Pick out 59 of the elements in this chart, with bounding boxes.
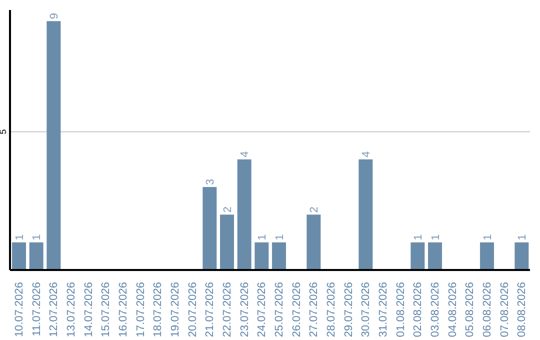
x-tick-label: 28.07.2026 bbox=[326, 282, 338, 338]
x-tick-label: 02.08.2026 bbox=[412, 282, 424, 338]
x-tick-label: 13.07.2026 bbox=[66, 282, 78, 338]
x-tick-label: 01.08.2026 bbox=[394, 282, 407, 338]
data-label: 1 bbox=[14, 234, 26, 240]
x-tick-label: 10.07.2026 bbox=[14, 282, 26, 338]
bar bbox=[428, 242, 442, 270]
bar bbox=[410, 242, 425, 270]
y-tick-label: 5 bbox=[0, 129, 8, 134]
data-label: 1 bbox=[274, 234, 286, 240]
x-tick-label: 06.08.2026 bbox=[482, 282, 494, 338]
data-label: 1 bbox=[482, 234, 494, 240]
x-tick-label: 12.07.2026 bbox=[48, 282, 60, 338]
bar bbox=[272, 242, 286, 270]
bar bbox=[480, 242, 494, 270]
bar bbox=[46, 21, 61, 270]
x-tick-label: 14.07.2026 bbox=[82, 282, 95, 338]
x-tick-label: 27.07.2026 bbox=[308, 282, 320, 338]
x-tick-label: 05.08.2026 bbox=[464, 282, 476, 338]
bar bbox=[358, 159, 373, 270]
x-tick-label: 11.07.2026 bbox=[30, 282, 43, 336]
x-tick-label: 17.07.2026 bbox=[134, 282, 147, 338]
x-tick-label: 16.07.2026 bbox=[118, 282, 130, 338]
data-label: 1 bbox=[31, 234, 44, 240]
bar bbox=[306, 214, 321, 270]
x-tick-label: 22.07.2026 bbox=[222, 282, 234, 338]
bar bbox=[514, 242, 529, 270]
x-tick-label: 26.07.2026 bbox=[290, 282, 303, 338]
data-label: 2 bbox=[308, 206, 321, 213]
data-label: 1 bbox=[256, 234, 269, 240]
x-tick-label: 03.08.2026 bbox=[430, 282, 442, 338]
bar bbox=[254, 242, 269, 270]
x-tick-label: 08.08.2026 bbox=[516, 282, 528, 338]
bar bbox=[202, 187, 217, 270]
x-tick-label: 25.07.2026 bbox=[274, 282, 286, 338]
data-label: 9 bbox=[48, 12, 61, 20]
data-label: 4 bbox=[239, 151, 252, 158]
x-tick-label: 18.07.2026 bbox=[152, 282, 164, 338]
data-label: 2 bbox=[222, 206, 234, 213]
bar bbox=[220, 214, 234, 270]
x-tick-label: 04.08.2026 bbox=[446, 282, 459, 338]
x-tick-label: 31.07.2026 bbox=[378, 282, 390, 338]
x-tick-label: 29.07.2026 bbox=[342, 282, 355, 338]
data-label: 1 bbox=[430, 234, 442, 240]
data-label: 3 bbox=[204, 178, 217, 186]
x-tick-label: 23.07.2026 bbox=[238, 282, 251, 338]
bar bbox=[237, 159, 252, 270]
x-tick-label: 30.07.2026 bbox=[360, 282, 372, 338]
data-label: 4 bbox=[360, 151, 373, 158]
bar bbox=[29, 242, 44, 270]
bar bbox=[12, 242, 26, 270]
x-tick-label: 24.07.2026 bbox=[256, 282, 268, 338]
data-label: 1 bbox=[412, 234, 425, 240]
x-tick-label: 15.07.2026 bbox=[100, 282, 112, 338]
x-tick-label: 19.07.2026 bbox=[170, 282, 182, 338]
x-tick-label: 07.08.2026 bbox=[498, 282, 511, 338]
x-tick-label: 20.07.2026 bbox=[186, 282, 199, 338]
data-label: 1 bbox=[516, 234, 529, 240]
x-tick-label: 21.07.2026 bbox=[204, 282, 216, 338]
